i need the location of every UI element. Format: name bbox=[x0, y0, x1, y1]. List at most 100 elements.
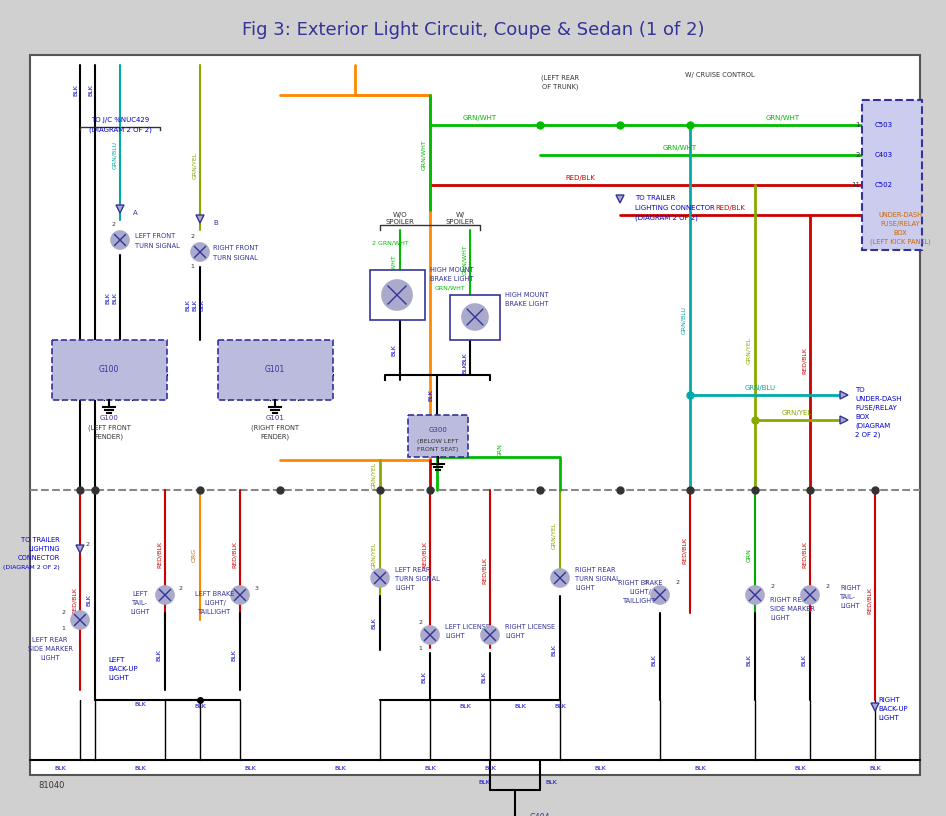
Circle shape bbox=[231, 586, 249, 604]
Text: BACK-UP: BACK-UP bbox=[108, 666, 137, 672]
Text: 2 OF 2): 2 OF 2) bbox=[855, 432, 881, 438]
Text: RED/BLK: RED/BLK bbox=[715, 205, 745, 211]
Text: LEFT: LEFT bbox=[108, 657, 124, 663]
Text: TO: TO bbox=[855, 387, 865, 393]
Text: BLK: BLK bbox=[484, 765, 496, 770]
Text: BLK: BLK bbox=[392, 344, 396, 356]
Circle shape bbox=[191, 243, 209, 261]
Text: BLK: BLK bbox=[424, 765, 436, 770]
Text: BLK: BLK bbox=[372, 617, 377, 629]
Text: BOX: BOX bbox=[855, 414, 869, 420]
Text: UNDER-DASH: UNDER-DASH bbox=[878, 212, 922, 218]
Text: BLK: BLK bbox=[545, 779, 557, 784]
Text: LIGHT: LIGHT bbox=[40, 655, 60, 661]
Text: BLK: BLK bbox=[482, 671, 486, 683]
Text: LIGHT: LIGHT bbox=[505, 633, 525, 639]
Text: LIGHT: LIGHT bbox=[878, 715, 899, 721]
Polygon shape bbox=[616, 195, 624, 203]
Text: TURN SIGNAL: TURN SIGNAL bbox=[135, 243, 180, 249]
Text: C503: C503 bbox=[875, 122, 893, 128]
Text: BLK: BLK bbox=[185, 299, 190, 311]
Text: RED/BLK: RED/BLK bbox=[565, 175, 595, 181]
Text: 2: 2 bbox=[770, 584, 774, 589]
Text: TO TRAILER: TO TRAILER bbox=[635, 195, 675, 201]
Text: BACK-UP: BACK-UP bbox=[878, 706, 907, 712]
Text: BLK: BLK bbox=[594, 765, 606, 770]
Text: GRN/BLU: GRN/BLU bbox=[113, 141, 117, 169]
Text: LEFT LICENSE: LEFT LICENSE bbox=[445, 624, 490, 630]
Circle shape bbox=[71, 611, 89, 629]
Text: B: B bbox=[213, 220, 218, 226]
Text: RED/BLK: RED/BLK bbox=[801, 347, 807, 374]
Circle shape bbox=[551, 569, 569, 587]
Circle shape bbox=[156, 586, 174, 604]
Text: 2 GRN/WHT: 2 GRN/WHT bbox=[372, 241, 409, 246]
Text: Fig 3: Exterior Light Circuit, Coupe & Sedan (1 of 2): Fig 3: Exterior Light Circuit, Coupe & S… bbox=[242, 21, 704, 39]
Text: FUSE/RELAY: FUSE/RELAY bbox=[855, 405, 897, 411]
Text: RIGHT: RIGHT bbox=[878, 697, 900, 703]
Text: W/ CRUISE CONTROL: W/ CRUISE CONTROL bbox=[685, 72, 755, 78]
Text: 2: 2 bbox=[178, 586, 182, 591]
Text: LIGHT: LIGHT bbox=[108, 675, 129, 681]
Text: TAILLIGHT: TAILLIGHT bbox=[623, 598, 657, 604]
Text: GRN/WHT: GRN/WHT bbox=[766, 115, 800, 121]
Text: LIGHT/: LIGHT/ bbox=[204, 600, 226, 606]
Text: RIGHT LICENSE: RIGHT LICENSE bbox=[505, 624, 555, 630]
Text: BLK: BLK bbox=[232, 649, 236, 661]
Bar bbox=[52, 340, 167, 400]
Polygon shape bbox=[871, 703, 879, 711]
Text: FRONT SEAT): FRONT SEAT) bbox=[417, 447, 459, 453]
Text: (RIGHT FRONT: (RIGHT FRONT bbox=[251, 425, 299, 431]
Text: 2: 2 bbox=[111, 221, 115, 227]
Text: RED/BLK: RED/BLK bbox=[72, 587, 77, 614]
Text: GRN: GRN bbox=[498, 443, 502, 457]
Text: SIDE MARKER: SIDE MARKER bbox=[770, 606, 815, 612]
Text: ORG: ORG bbox=[191, 548, 197, 562]
Text: HIGH MOUNT: HIGH MOUNT bbox=[430, 267, 474, 273]
Text: BLK: BLK bbox=[422, 671, 427, 683]
Text: GRN/YEL: GRN/YEL bbox=[552, 521, 556, 548]
Text: GRN/YEL: GRN/YEL bbox=[746, 336, 751, 364]
Text: 1: 1 bbox=[190, 264, 194, 268]
Polygon shape bbox=[840, 391, 848, 399]
Text: LIGHT: LIGHT bbox=[445, 633, 464, 639]
Text: 2: 2 bbox=[855, 152, 860, 158]
Text: BLK: BLK bbox=[459, 703, 471, 708]
Bar bbox=[30, 55, 920, 775]
Text: LEFT: LEFT bbox=[132, 591, 148, 597]
Text: (DIAGRAM: (DIAGRAM bbox=[855, 423, 890, 429]
Text: GRN/WHT: GRN/WHT bbox=[663, 145, 697, 151]
Text: TAIL-: TAIL- bbox=[840, 594, 856, 600]
Text: 2: 2 bbox=[61, 610, 65, 614]
Text: RED/BLK: RED/BLK bbox=[232, 542, 236, 569]
Text: BLK: BLK bbox=[106, 292, 111, 304]
Text: GRN/BLU: GRN/BLU bbox=[745, 385, 776, 391]
Text: LIGHTING CONNECTOR: LIGHTING CONNECTOR bbox=[635, 205, 715, 211]
Text: BLK: BLK bbox=[194, 703, 206, 708]
Text: RED/BLK: RED/BLK bbox=[482, 557, 486, 583]
Bar bbox=[408, 415, 468, 457]
Text: BLK: BLK bbox=[801, 654, 807, 666]
Text: BLK: BLK bbox=[463, 362, 467, 374]
Text: CONNECTOR: CONNECTOR bbox=[18, 555, 60, 561]
Text: GRN/WHT: GRN/WHT bbox=[422, 140, 427, 171]
Polygon shape bbox=[76, 545, 84, 553]
Text: BLK: BLK bbox=[244, 765, 256, 770]
Text: BRAKE LIGHT: BRAKE LIGHT bbox=[505, 301, 549, 307]
Polygon shape bbox=[116, 205, 124, 213]
Text: GRN/WHT: GRN/WHT bbox=[463, 245, 467, 275]
Text: G300: G300 bbox=[429, 427, 447, 433]
Circle shape bbox=[371, 569, 389, 587]
Text: 11: 11 bbox=[851, 182, 860, 188]
Bar bbox=[370, 270, 425, 320]
Text: RED/BLK: RED/BLK bbox=[156, 542, 162, 569]
Circle shape bbox=[111, 231, 129, 249]
Text: SIDE MARKER: SIDE MARKER bbox=[27, 646, 73, 652]
Text: TO TRAILER: TO TRAILER bbox=[21, 537, 60, 543]
Text: LIGHT: LIGHT bbox=[575, 585, 595, 591]
Text: 2: 2 bbox=[190, 233, 194, 238]
Text: BLK: BLK bbox=[89, 84, 94, 96]
Text: 1: 1 bbox=[61, 626, 65, 631]
Text: 1: 1 bbox=[418, 645, 422, 650]
Text: 1: 1 bbox=[855, 122, 860, 128]
